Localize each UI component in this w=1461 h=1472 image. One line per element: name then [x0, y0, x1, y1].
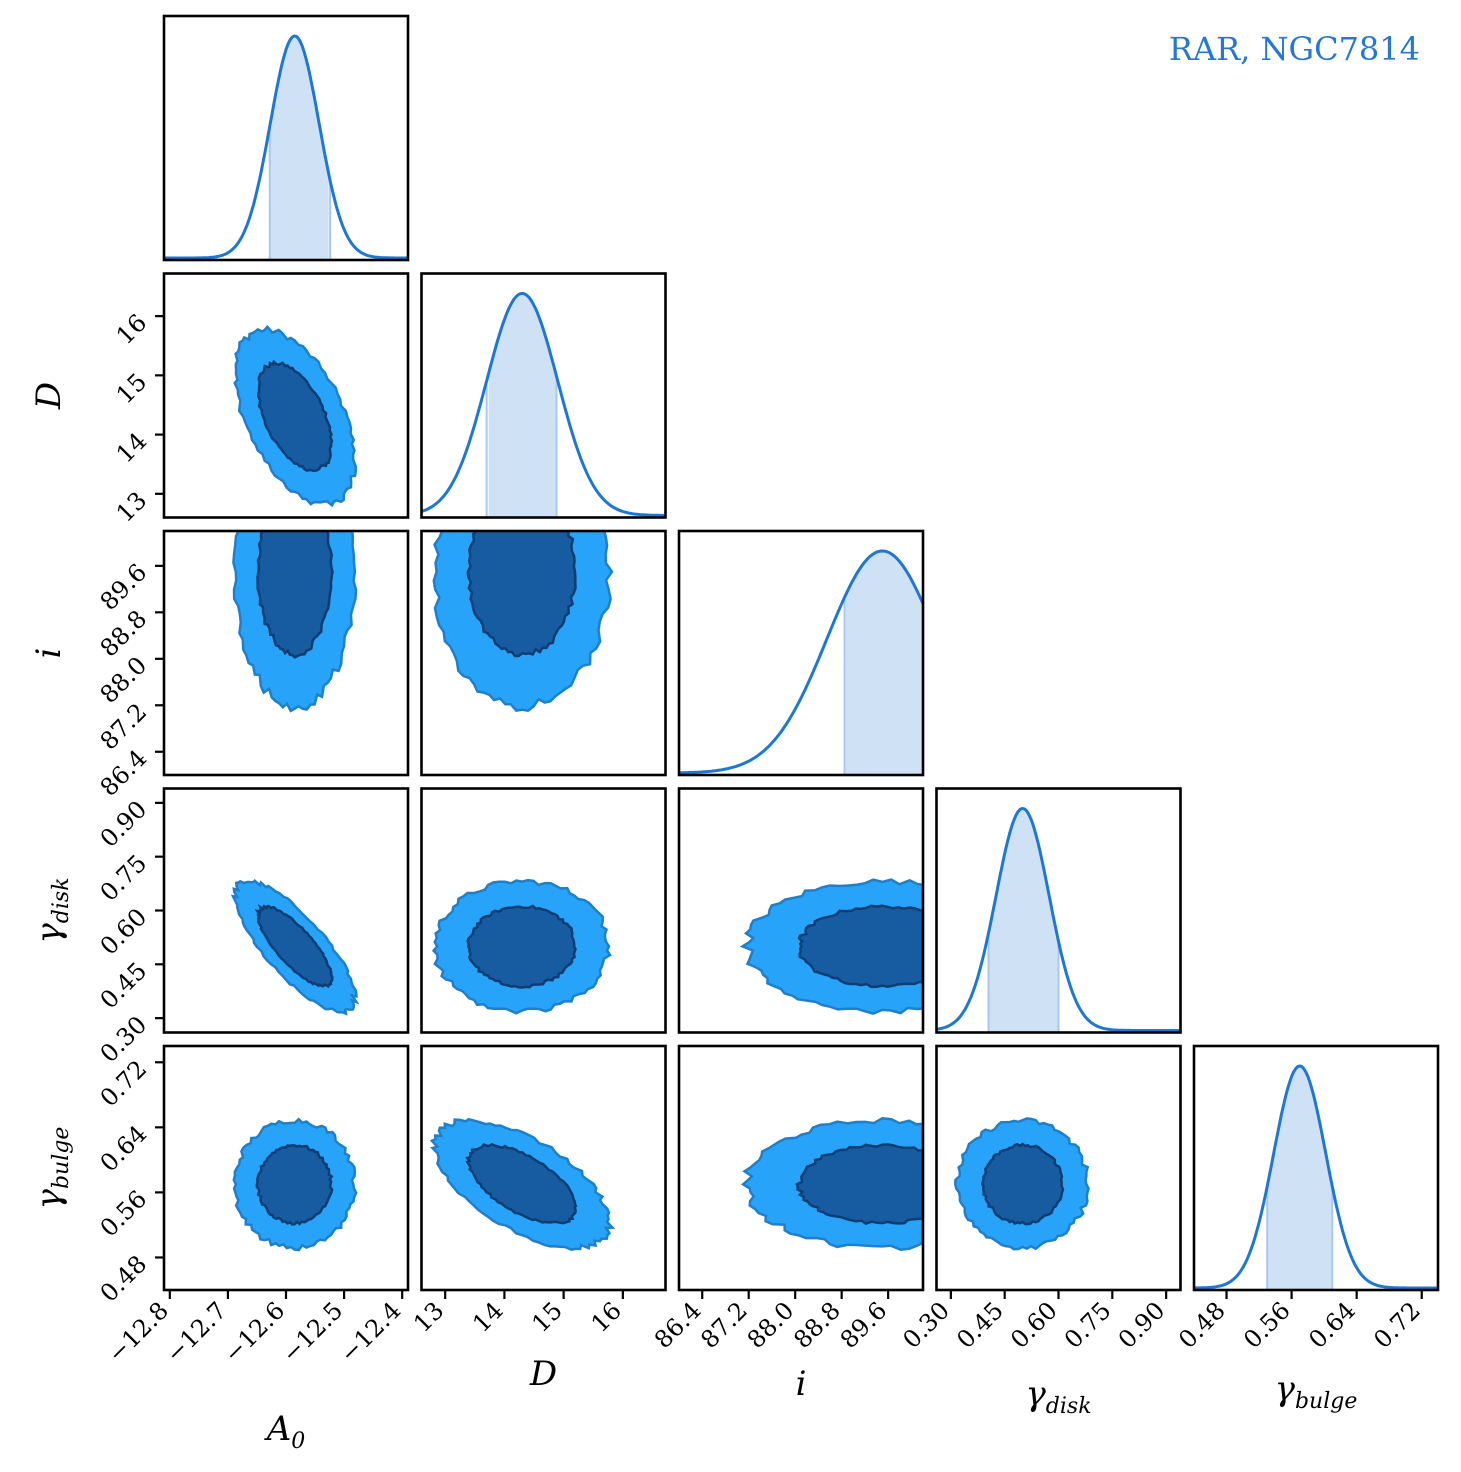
density-curve-i [679, 549, 923, 775]
x-tick-label-A0: −12.5 [277, 1296, 349, 1368]
panel-frame-A0 [162, 14, 410, 262]
panel-frame-gamma_bulge-vs-D [420, 1044, 667, 1292]
contour-1sigma [466, 904, 577, 989]
x-tick-label-gamma_disk: 0.60 [1005, 1296, 1063, 1354]
x-tick-label-i: 87.2 [695, 1296, 753, 1354]
y-tick-label-D: 14 [111, 427, 152, 468]
contour-1sigma [256, 359, 334, 473]
x-tick-label-D: 14 [467, 1296, 508, 1337]
x-tick-label-gamma_bulge: 0.72 [1368, 1296, 1426, 1354]
x-tick-label-D: 15 [526, 1296, 567, 1337]
y-tick-label-gamma_disk: 0.30 [95, 1011, 153, 1069]
panel-frame-D [420, 272, 667, 519]
x-tick-label-D: 16 [586, 1296, 627, 1337]
contour-panel-D-vs-A0 [233, 324, 357, 508]
y-tick-label-D: 13 [111, 486, 152, 527]
y-tick-label-gamma_bulge: 0.72 [95, 1055, 153, 1113]
x-tick-label-gamma_disk: 0.30 [898, 1296, 956, 1354]
contour-panel-i-vs-D [432, 531, 614, 713]
contour-panel-i-vs-A0 [232, 531, 358, 713]
panel-frame-i-vs-A0 [162, 529, 410, 777]
contour-1sigma [980, 1142, 1065, 1226]
x-axis-label-A0: A0 [264, 1409, 306, 1454]
marginal-panel-D [421, 292, 666, 518]
y-tick-label-gamma_bulge: 0.56 [95, 1185, 153, 1243]
x-tick-label-gamma_disk: 0.90 [1113, 1296, 1171, 1354]
contour-panel-gamma_bulge-vs-A0 [232, 1117, 358, 1252]
x-tick-label-gamma_bulge: 0.56 [1238, 1296, 1296, 1354]
y-tick-label-gamma_disk: 0.75 [95, 849, 153, 907]
contour-1sigma [465, 1142, 578, 1225]
x-tick-label-D: 13 [408, 1296, 449, 1337]
y-axis-label-i: i [29, 648, 69, 659]
contour-panel-gamma_disk-vs-D [431, 878, 612, 1015]
x-tick-label-i: 88.8 [788, 1296, 846, 1354]
x-tick-label-i: 88.0 [742, 1296, 800, 1354]
x-tick-label-gamma_bulge: 0.48 [1173, 1296, 1231, 1354]
panel-frame-gamma_disk-vs-i [677, 787, 925, 1034]
credible-band-gamma_bulge [1267, 1066, 1333, 1290]
contour-panel-gamma_bulge-vs-D [429, 1117, 616, 1251]
marginal-panel-gamma_disk [936, 806, 1181, 1033]
credible-band-A0 [269, 36, 329, 260]
contour-1sigma [256, 531, 334, 659]
x-tick-label-A0: −12.4 [335, 1296, 407, 1368]
y-axis-label-gamma_bulge: γbulge [29, 1127, 74, 1210]
contour-panel-gamma_bulge-vs-i [740, 1117, 923, 1251]
x-axis-label-gamma_bulge: γbulge [1275, 1369, 1358, 1414]
contour-1sigma [254, 904, 334, 989]
panel-frame-gamma_bulge [1192, 1044, 1440, 1292]
density-curve-A0 [164, 34, 408, 260]
panel-frame-gamma_bulge-vs-i [677, 1044, 925, 1292]
x-tick-label-gamma_disk: 0.75 [1059, 1296, 1117, 1354]
y-tick-label-gamma_disk: 0.60 [95, 903, 153, 961]
contour-1sigma [795, 1143, 923, 1225]
x-axis-label-gamma_disk: γdisk [1025, 1374, 1091, 1419]
marginal-panel-gamma_bulge [1194, 1064, 1438, 1290]
panel-frame-gamma_disk-vs-D [420, 787, 667, 1034]
x-axis-label-D: D [529, 1354, 557, 1394]
y-tick-label-i: 88.8 [95, 605, 153, 663]
y-tick-label-i: 88.0 [95, 651, 153, 709]
marginal-panel-A0 [164, 34, 408, 260]
y-axis-label-gamma_disk: γdisk [29, 877, 74, 943]
panel-frame-i-vs-D [420, 529, 667, 777]
plot-title: RAR, NGC7814 [1169, 30, 1420, 68]
x-tick-label-gamma_disk: 0.45 [951, 1296, 1009, 1354]
x-tick-label-A0: −12.7 [160, 1296, 232, 1368]
contour-panel-gamma_bulge-vs-gamma_disk [954, 1117, 1090, 1251]
y-tick-label-i: 89.6 [95, 558, 153, 616]
x-axis-label-i: i [796, 1364, 807, 1404]
x-tick-label-i: 89.6 [835, 1296, 893, 1354]
contour-1sigma [797, 904, 923, 989]
density-curve-gamma_disk [936, 806, 1181, 1032]
x-tick-label-A0: −12.6 [218, 1296, 290, 1368]
y-tick-label-gamma_disk: 0.90 [95, 795, 153, 853]
credible-band-D [488, 293, 556, 518]
x-tick-label-gamma_bulge: 0.64 [1303, 1296, 1361, 1354]
marginal-panel-i [679, 549, 923, 775]
panel-frame-i [677, 529, 925, 777]
panel-frame-D-vs-A0 [162, 272, 410, 519]
y-tick-label-D: 16 [111, 309, 152, 350]
y-tick-label-gamma_bulge: 0.64 [95, 1120, 153, 1178]
panel-frame-gamma_disk [935, 787, 1182, 1034]
contour-panel-gamma_disk-vs-A0 [230, 878, 360, 1016]
contour-1sigma [466, 531, 577, 658]
x-tick-label-i: 86.4 [649, 1296, 707, 1354]
credible-band-i [845, 551, 923, 775]
contour-panel-gamma_disk-vs-i [739, 878, 923, 1015]
contour-1sigma [255, 1143, 334, 1226]
y-tick-label-D: 15 [111, 368, 152, 409]
credible-band-gamma_disk [989, 808, 1059, 1033]
density-curve-gamma_bulge [1194, 1064, 1438, 1290]
y-tick-label-gamma_disk: 0.45 [95, 957, 153, 1015]
y-tick-label-i: 87.2 [95, 698, 153, 756]
y-tick-label-gamma_bulge: 0.48 [95, 1250, 153, 1308]
density-curve-D [421, 292, 666, 517]
y-tick-label-i: 86.4 [95, 744, 153, 802]
y-axis-label-D: D [29, 382, 69, 410]
